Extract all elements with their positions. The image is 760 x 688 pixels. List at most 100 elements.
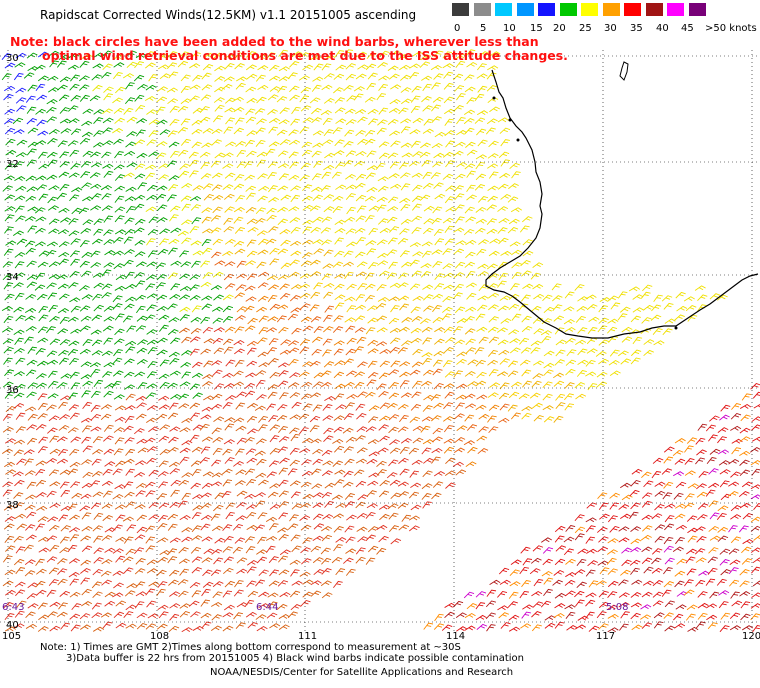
wind-barb [508,591,519,599]
wind-barb [278,569,290,576]
wind-barb [301,149,313,157]
wind-barb [543,577,554,585]
wind-barb [114,313,125,321]
wind-barb [375,302,387,310]
wind-barb [399,197,411,204]
wind-barb [377,176,389,182]
wind-barb [114,328,125,336]
wind-barb [331,556,343,564]
wind-barb [312,492,324,498]
wind-barb [13,282,24,289]
wind-barb [158,373,170,380]
wind-barb [311,483,323,490]
wind-barb [365,215,375,223]
wind-barb [4,62,16,69]
wind-barb [311,117,322,124]
wind-barb [102,140,114,146]
wind-barb [289,259,300,266]
wind-barb [696,536,707,543]
wind-barb [256,230,268,236]
wind-barb [234,315,246,321]
wind-barb [289,514,299,522]
wind-barb [529,392,541,399]
wind-barb [443,446,455,454]
wind-barb [60,217,72,223]
wind-barb [213,327,225,333]
time-label: 6:44 [256,602,278,613]
wind-barb [102,325,114,332]
wind-barb [246,560,258,566]
wind-barb [367,526,379,533]
wind-barb [189,581,201,589]
wind-barb [344,501,356,508]
wind-barb [223,536,234,543]
wind-barb [676,305,688,312]
wind-barb [653,294,663,302]
wind-barb [302,537,313,544]
wind-barb [225,359,236,367]
wind-barb [257,282,269,289]
wind-barb [478,413,490,420]
wind-barb [291,401,302,409]
wind-barb [290,194,301,203]
wind-barb [575,315,586,323]
wind-barb [35,479,47,487]
wind-barb [299,52,310,59]
wind-barb [497,117,509,123]
wind-barb [390,538,402,545]
wind-barb [485,612,496,620]
wind-barb [123,259,134,267]
wind-barb [630,526,642,532]
wind-barb [409,259,420,267]
lat-label: 38 [6,500,19,511]
wind-barb [257,536,267,545]
wind-barb [26,481,37,489]
scale-label: 45 [681,23,694,34]
wind-barb [574,590,585,598]
wind-barb [157,493,168,500]
wind-barb [401,261,412,268]
wind-barb [409,242,421,248]
wind-barb [191,567,203,574]
wind-barb [278,119,290,125]
wind-barb [27,603,39,609]
wind-barb [519,566,530,575]
wind-barb [696,483,707,490]
wind-barb [434,327,446,333]
wind-barb [522,239,534,246]
wind-barb [200,316,211,324]
wind-barb [166,62,178,69]
wind-barb [651,557,662,565]
wind-barb [729,612,741,620]
wind-barb [367,480,379,486]
wind-barb [14,513,26,519]
wind-barb [212,317,224,324]
wind-barb [444,470,456,476]
wind-barb [256,438,267,445]
wind-barb [354,160,365,167]
wind-barb [203,360,214,368]
wind-barb [35,108,46,115]
wind-barb [632,294,644,300]
wind-barb [13,623,25,629]
wind-barb [310,291,321,299]
wind-barb [278,555,288,563]
wind-barb [71,603,82,611]
wind-barb [619,306,631,313]
wind-barb [343,250,354,258]
wind-barb [191,525,202,533]
wind-barb [565,525,576,532]
wind-barb [114,185,126,192]
wind-barb [400,183,411,191]
wind-barb [499,172,511,179]
wind-barb [521,216,533,223]
wind-barb [368,416,379,423]
wind-barb [599,297,611,302]
wind-barb [521,580,531,588]
wind-barb [279,229,291,235]
wind-barb [445,482,456,489]
wind-barb [69,194,80,202]
wind-barb [454,216,465,224]
wind-barb [355,251,366,258]
wind-barb [112,357,123,365]
